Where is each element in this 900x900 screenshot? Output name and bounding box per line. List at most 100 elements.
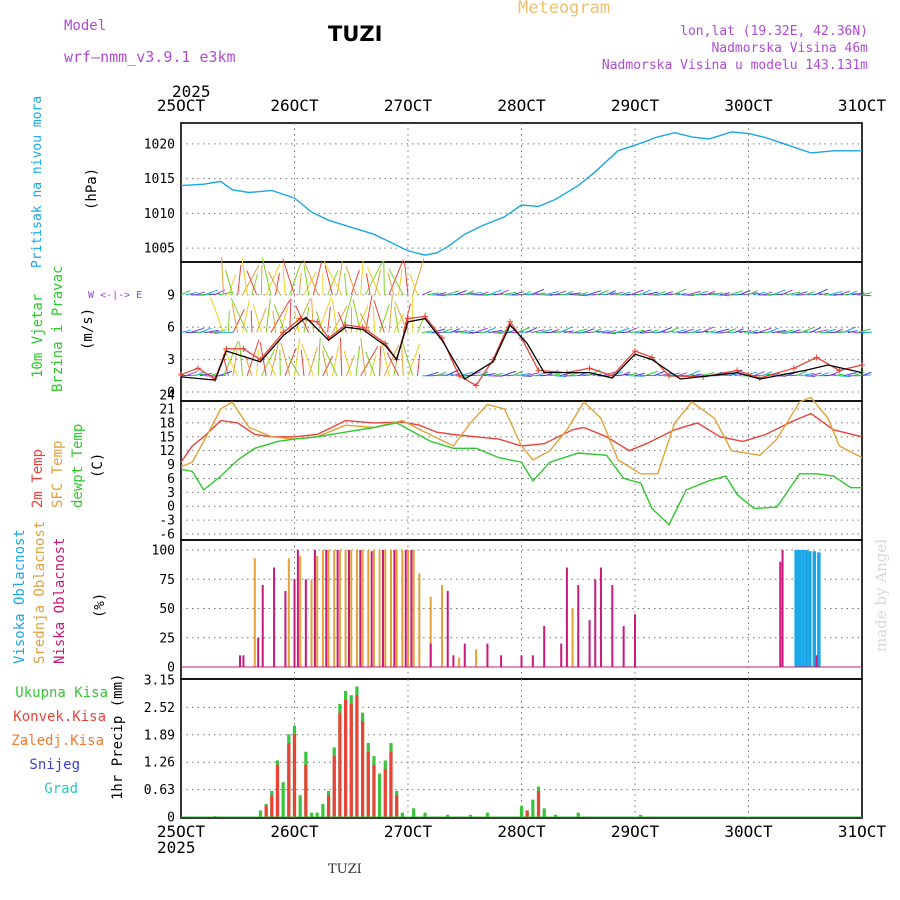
wind-arrow <box>294 338 301 376</box>
wind-arrow <box>350 269 360 295</box>
precip-bar <box>287 743 291 817</box>
wind-arrow <box>387 273 395 295</box>
wind-arrow <box>644 370 658 377</box>
wind-arrow <box>738 330 751 334</box>
wind-arrow <box>540 328 553 334</box>
precip-bar <box>536 790 541 817</box>
wind-arrow <box>781 329 794 334</box>
wind-arrow <box>842 326 857 334</box>
x-tick-label: 31OCT <box>837 96 887 115</box>
wind-arrow <box>857 294 872 297</box>
wind-arrow <box>199 373 212 377</box>
cloud-bar <box>463 643 466 667</box>
cloud-bar <box>273 567 276 667</box>
wind-arrow <box>372 306 376 333</box>
wind-speed-marker <box>535 367 542 374</box>
wind-arrow <box>373 300 385 333</box>
precip-legend-item: Zaledj.Kisa <box>11 733 104 749</box>
wind-arrow <box>535 372 546 377</box>
wind-arrow <box>239 341 243 376</box>
cloud-bar <box>350 550 353 667</box>
wind-arrow <box>819 372 830 377</box>
precip-bar <box>400 812 404 817</box>
temperature-ytick-label: -6 <box>159 528 175 543</box>
precip-ytick-label: 2.52 <box>144 701 175 716</box>
wind-arrow <box>686 290 701 296</box>
precip-bar <box>321 803 325 817</box>
wind-arrow <box>431 328 446 334</box>
cloud-bar <box>520 655 523 667</box>
cloud-bar <box>321 550 324 667</box>
cloud-bar <box>361 550 364 667</box>
cloud-bar <box>577 585 580 667</box>
cloud-bar <box>296 550 299 667</box>
wind-arrow <box>344 272 348 295</box>
wind-arrow <box>246 339 260 376</box>
wind-arrow <box>554 375 567 378</box>
wind-arrow <box>748 290 758 296</box>
wind-arrow <box>436 371 446 377</box>
wind-arrow <box>268 271 281 296</box>
wind-arrow <box>743 332 758 334</box>
wind-arrow <box>252 303 262 333</box>
wind-arrow <box>251 273 259 295</box>
wind-arrow <box>620 291 631 296</box>
wind-arrow <box>379 304 390 333</box>
wind-arrow <box>180 290 191 296</box>
temperature-ytick-label: 21 <box>159 402 175 417</box>
precip-bar <box>281 782 285 817</box>
wind-arrow <box>667 327 680 334</box>
cloud-bar <box>452 655 455 667</box>
wind-arrow <box>256 308 267 333</box>
wind-speed-marker <box>790 365 797 372</box>
wind-arrow <box>364 260 384 296</box>
wind-arrow <box>682 294 695 296</box>
wind-arrow <box>644 291 659 296</box>
wind-arrow <box>336 261 343 295</box>
precip-bar <box>485 812 490 817</box>
cloud-bar <box>333 550 336 667</box>
wind-arrow <box>455 330 468 334</box>
wind-arrow <box>366 267 381 296</box>
cloud-bar <box>378 550 381 667</box>
precip-bar <box>366 751 370 817</box>
wind-arrow <box>272 310 277 333</box>
temperature-ytick-label: 0 <box>167 500 175 515</box>
x-tick-label: 27OCT <box>383 822 433 841</box>
wind-arrow <box>620 371 631 377</box>
wind-arrow <box>312 261 323 295</box>
wind-arrow <box>630 329 645 334</box>
model-elevation-label: Nadmorska Visina u modelu 143.131m <box>601 58 868 73</box>
wind-arrow <box>691 373 702 377</box>
precip-bar <box>298 795 302 817</box>
x-tick-label: 30OCT <box>724 96 773 115</box>
wind-arrow <box>185 371 198 377</box>
wind-arrow <box>611 291 624 296</box>
chart-title: Meteogram <box>518 0 611 18</box>
cloud-bar <box>801 550 805 667</box>
cloud-bar <box>393 550 396 667</box>
wind-arrow <box>383 260 385 295</box>
wind-arrow <box>762 291 773 296</box>
wind-arrow <box>426 292 439 296</box>
wind-arrow <box>282 264 286 295</box>
cloud-bar <box>327 550 330 667</box>
wind-arrow <box>809 372 822 377</box>
wind-arrow <box>696 290 709 296</box>
wind-arrow <box>440 328 453 334</box>
wind-speed-marker <box>813 354 820 361</box>
wind-arrow <box>748 329 759 334</box>
wind-arrow <box>852 371 865 377</box>
wind-arrow <box>724 328 737 334</box>
wind-arrow <box>327 306 331 333</box>
wind-arrow <box>261 257 272 295</box>
cloud-bar <box>441 585 444 667</box>
pressure-ytick-label: 1020 <box>144 137 175 152</box>
wind-arrow <box>346 355 355 376</box>
wind-arrow <box>223 340 239 376</box>
wind-arrow <box>302 259 319 295</box>
cloud-bar <box>287 558 290 667</box>
cloud-bar <box>565 567 568 667</box>
pressure-ytick-label: 1005 <box>144 242 175 257</box>
wind-arrow <box>204 329 219 334</box>
